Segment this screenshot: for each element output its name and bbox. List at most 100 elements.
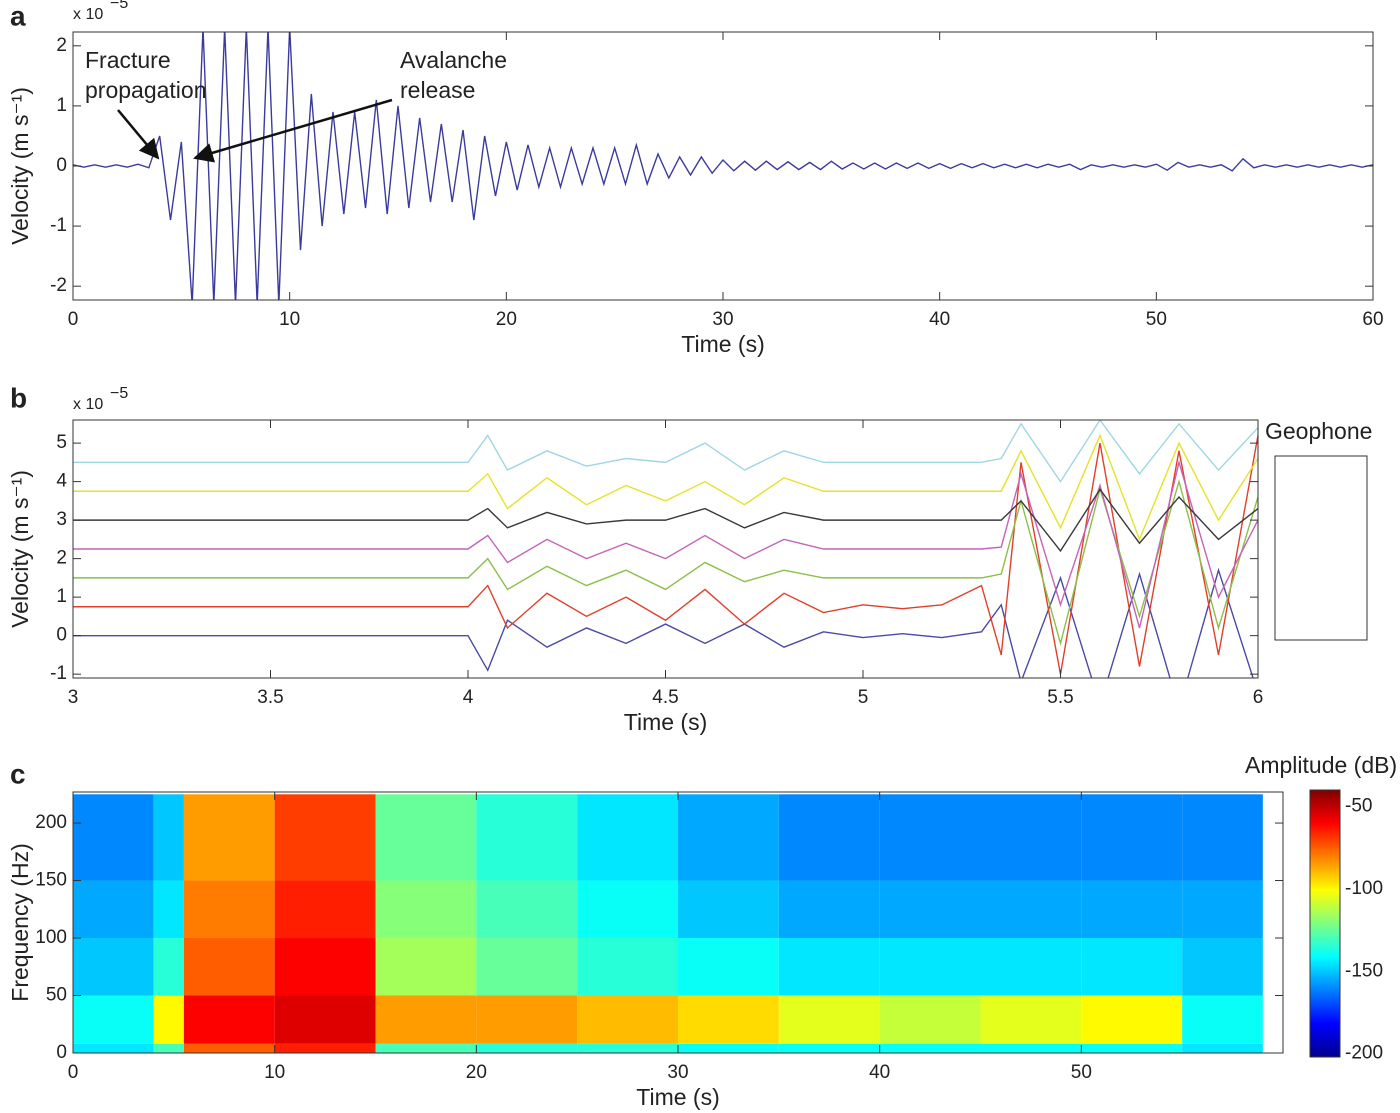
heatmap-cell	[183, 1043, 275, 1053]
heatmap-cell	[1081, 1043, 1183, 1053]
heatmap-cell	[274, 794, 376, 881]
signal-line	[73, 488, 1258, 553]
colorbar-tick-label: -50	[1345, 795, 1372, 816]
signal-line	[73, 435, 1258, 675]
signal-line	[73, 32, 1373, 300]
x-tick-label: 40	[929, 309, 950, 330]
x-tick-label: 30	[712, 309, 733, 330]
panel-letter: c	[10, 758, 26, 789]
heatmap-cell	[1081, 938, 1183, 996]
heatmap-cell	[778, 995, 880, 1044]
x-tick-label: 3.5	[257, 687, 283, 708]
y-tick-label: -1	[50, 215, 67, 236]
x-tick-label: 50	[1146, 309, 1167, 330]
colorbar-tick-label: -150	[1345, 960, 1383, 981]
signal-line	[73, 433, 1258, 542]
heatmap-cell	[879, 938, 981, 996]
annotation: Fracture	[85, 47, 171, 73]
heatmap-cell	[1182, 995, 1263, 1044]
heatmap-cell	[879, 995, 981, 1044]
heatmap-cell	[980, 1043, 1082, 1053]
x-tick-label: 5.5	[1047, 687, 1073, 708]
y-tick-label: 150	[35, 870, 67, 891]
colorbar-tick-label: -100	[1345, 878, 1383, 899]
y-tick-label: 5	[56, 432, 67, 453]
axes-box	[72, 31, 1374, 301]
heatmap-cell	[73, 1043, 154, 1053]
panel-letter: a	[10, 0, 26, 31]
panel-letter: b	[10, 382, 27, 413]
heatmap-cell	[778, 794, 880, 881]
heatmap-cell	[476, 995, 578, 1044]
legend-box	[1274, 455, 1368, 641]
heatmap-cell	[879, 1043, 981, 1053]
heatmap-cell	[375, 995, 477, 1044]
x-tick-label: 10	[264, 1062, 285, 1083]
y-tick-label: -2	[50, 275, 67, 296]
heatmap-cell	[183, 880, 275, 939]
x-tick-label: 4	[463, 687, 474, 708]
heatmap-cell	[183, 995, 275, 1044]
heatmap-cell	[577, 938, 678, 996]
heatmap-cell	[274, 938, 376, 996]
heatmap-cell	[375, 794, 477, 881]
colorbar	[1309, 789, 1341, 1058]
x-tick-label: 3	[68, 687, 79, 708]
heatmap-cell	[153, 995, 184, 1044]
heatmap-cell	[73, 794, 154, 881]
heatmap-cell	[778, 880, 880, 939]
heatmap-cell	[476, 880, 578, 939]
y-tick-label: 0	[56, 1042, 67, 1063]
heatmap-cell	[980, 995, 1082, 1044]
signal-line	[73, 459, 1258, 629]
x-tick-label: 10	[279, 309, 300, 330]
y-tick-label: 4	[56, 471, 67, 492]
y-tick-label: 100	[35, 927, 67, 948]
annotation: Avalanche	[400, 47, 507, 73]
heatmap-cell	[476, 794, 578, 881]
x-tick-label: 0	[68, 309, 79, 330]
heatmap-cell	[980, 880, 1082, 939]
legend-title: Geophone	[1265, 418, 1372, 444]
plot-lines	[73, 32, 1373, 300]
signal-line	[73, 420, 1258, 483]
y-axis-label: Frequency (Hz)	[7, 843, 33, 1001]
y-tick-label: -1	[50, 663, 67, 684]
x-tick-label: 0	[68, 1062, 79, 1083]
x-tick-label: 50	[1071, 1062, 1092, 1083]
colorbar-tick-label: -200	[1345, 1043, 1383, 1064]
heatmap-cell	[678, 880, 779, 939]
axis-multiplier: x 10	[73, 396, 103, 413]
x-tick-label: 20	[496, 309, 517, 330]
heatmap-cell	[577, 794, 678, 881]
heatmap-cell	[183, 794, 275, 881]
y-tick-label: 1	[56, 586, 67, 607]
x-tick-label: 6	[1253, 687, 1264, 708]
heatmap-cell	[73, 995, 154, 1044]
plot-lines	[73, 420, 1258, 678]
heatmap-cell	[577, 880, 678, 939]
heatmap-cell	[153, 938, 184, 996]
heatmap-cell	[274, 995, 376, 1044]
heatmap-cell	[678, 995, 779, 1044]
heatmap-cell	[1182, 938, 1263, 996]
x-tick-label: 4.5	[652, 687, 678, 708]
signal-line	[73, 567, 1254, 678]
heatmap-cell	[1081, 794, 1183, 881]
heatmap-cell	[577, 1043, 678, 1053]
axis-exponent: −5	[110, 385, 128, 402]
y-tick-label: 0	[56, 155, 67, 176]
y-tick-label: 3	[56, 509, 67, 530]
axis-multiplier: x 10	[73, 6, 103, 23]
axis-exponent: −5	[110, 0, 128, 12]
heatmap-cell	[980, 938, 1082, 996]
heatmap-cell	[1081, 995, 1183, 1044]
heatmap-cell	[375, 1043, 477, 1053]
heatmap-cell	[153, 794, 184, 881]
heatmap-cell	[678, 938, 779, 996]
heatmap-cell	[476, 1043, 578, 1053]
heatmap-cell	[1182, 794, 1263, 881]
heatmap-cell	[476, 938, 578, 996]
heatmap-cell	[879, 794, 981, 881]
